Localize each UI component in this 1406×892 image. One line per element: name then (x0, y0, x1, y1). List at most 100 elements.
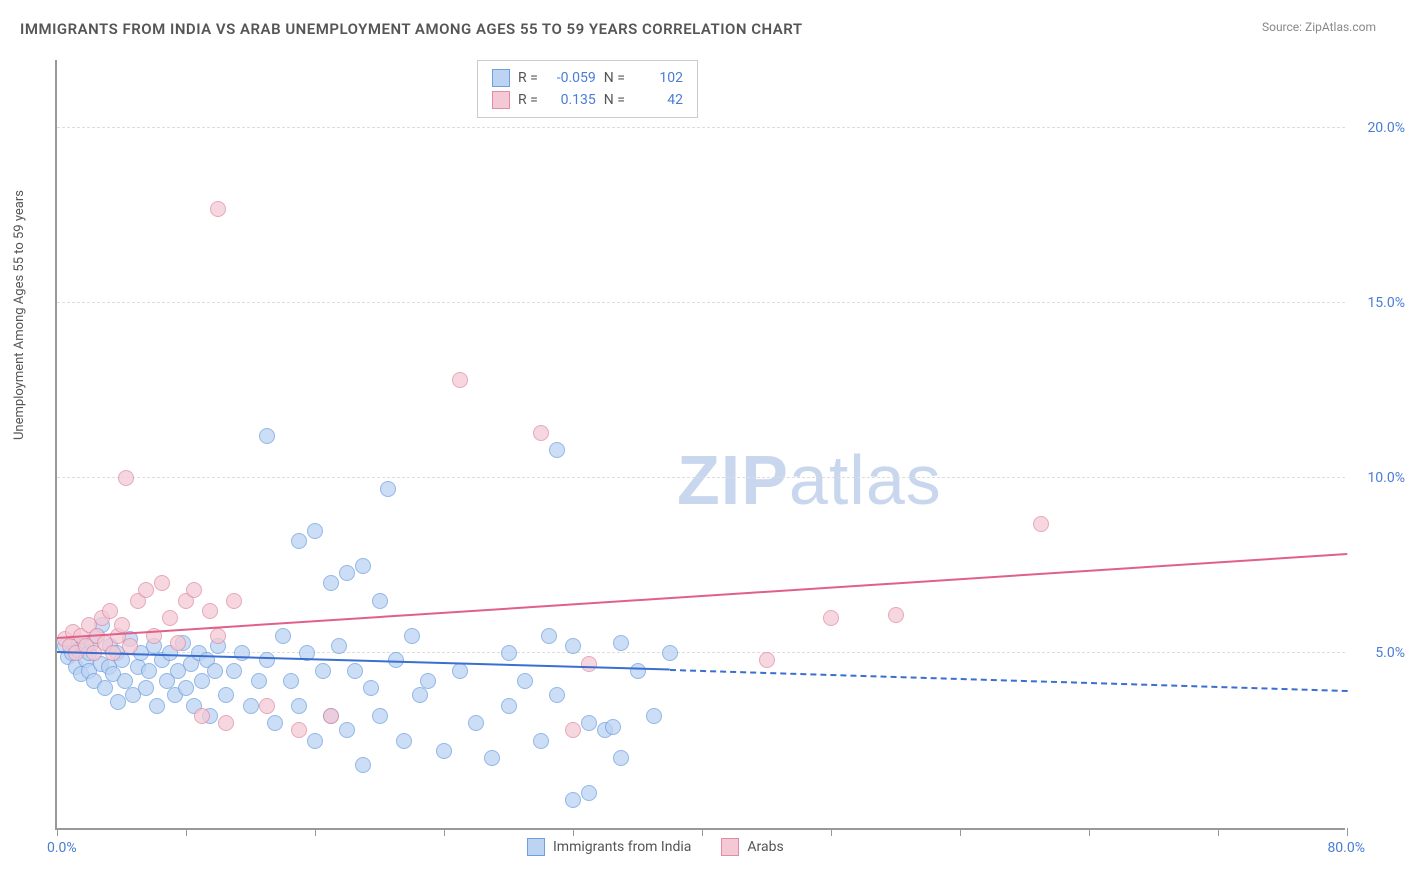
data-point (355, 757, 371, 773)
data-point (541, 628, 557, 644)
data-point (275, 628, 291, 644)
x-tick (315, 828, 316, 836)
data-point (307, 523, 323, 539)
x-tick (702, 828, 703, 836)
legend-label: Immigrants from India (553, 839, 691, 855)
data-point (549, 687, 565, 703)
trend-line (57, 553, 1347, 639)
data-point (533, 425, 549, 441)
chart-title: IMMIGRANTS FROM INDIA VS ARAB UNEMPLOYME… (20, 20, 803, 38)
data-point (210, 201, 226, 217)
y-tick-label: 15.0% (1367, 295, 1405, 311)
data-point (581, 715, 597, 731)
data-point (412, 687, 428, 703)
x-tick (444, 828, 445, 836)
data-point (420, 673, 436, 689)
data-point (154, 575, 170, 591)
data-point (565, 722, 581, 738)
data-point (122, 638, 138, 654)
data-point (307, 733, 323, 749)
r-label: R = (518, 70, 538, 86)
x-tick (1089, 828, 1090, 836)
grid-line (57, 302, 1345, 303)
data-point (243, 698, 259, 714)
grid-line (57, 127, 1345, 128)
data-point (267, 715, 283, 731)
legend-item: Immigrants from India (527, 838, 691, 856)
data-point (501, 645, 517, 661)
data-point (291, 533, 307, 549)
data-point (162, 610, 178, 626)
x-max-label: 80.0% (1327, 840, 1365, 856)
data-point (372, 593, 388, 609)
data-point (97, 680, 113, 696)
data-point (452, 663, 468, 679)
data-point (646, 708, 662, 724)
data-point (339, 722, 355, 738)
data-point (396, 733, 412, 749)
data-point (218, 715, 234, 731)
data-point (380, 481, 396, 497)
data-point (613, 635, 629, 651)
y-tick-label: 20.0% (1367, 120, 1405, 136)
swatch-icon (492, 91, 510, 109)
watermark-bold: ZIP (677, 441, 789, 519)
data-point (581, 656, 597, 672)
r-label: R = (518, 92, 538, 108)
r-value: 0.135 (546, 92, 596, 108)
data-point (170, 635, 186, 651)
data-point (234, 645, 250, 661)
chart-plot-area: ZIPatlas R = -0.059 N = 102 R = 0.135 N … (55, 60, 1345, 830)
data-point (138, 680, 154, 696)
x-origin-label: 0.0% (47, 840, 77, 856)
data-point (605, 719, 621, 735)
swatch-icon (527, 838, 545, 856)
trend-line (670, 669, 1347, 692)
x-tick (573, 828, 574, 836)
stats-row: R = 0.135 N = 42 (492, 89, 683, 111)
data-point (759, 652, 775, 668)
x-tick (960, 828, 961, 836)
data-point (259, 428, 275, 444)
source-label: Source: ZipAtlas.com (1262, 20, 1376, 34)
data-point (436, 743, 452, 759)
legend-label: Arabs (747, 839, 783, 855)
data-point (549, 442, 565, 458)
data-point (251, 673, 267, 689)
data-point (315, 663, 331, 679)
data-point (226, 663, 242, 679)
data-point (110, 694, 126, 710)
data-point (323, 575, 339, 591)
y-axis-label: Unemployment Among Ages 55 to 59 years (12, 190, 27, 440)
data-point (404, 628, 420, 644)
data-point (102, 603, 118, 619)
watermark-rest: atlas (789, 441, 942, 519)
data-point (178, 680, 194, 696)
bottom-legend: Immigrants from India Arabs (527, 838, 784, 856)
watermark: ZIPatlas (677, 440, 942, 520)
data-point (501, 698, 517, 714)
data-point (283, 673, 299, 689)
x-tick (57, 828, 58, 836)
data-point (468, 715, 484, 731)
data-point (118, 470, 134, 486)
x-tick (1347, 828, 1348, 836)
data-point (355, 558, 371, 574)
data-point (218, 687, 234, 703)
legend-item: Arabs (721, 838, 783, 856)
data-point (202, 603, 218, 619)
data-point (452, 372, 468, 388)
data-point (194, 708, 210, 724)
x-tick (1218, 828, 1219, 836)
data-point (339, 565, 355, 581)
data-point (372, 708, 388, 724)
data-point (533, 733, 549, 749)
data-point (662, 645, 678, 661)
grid-line (57, 477, 1345, 478)
data-point (613, 750, 629, 766)
x-tick (186, 828, 187, 836)
data-point (581, 785, 597, 801)
data-point (114, 617, 130, 633)
data-point (259, 652, 275, 668)
n-value: 102 (633, 70, 683, 86)
